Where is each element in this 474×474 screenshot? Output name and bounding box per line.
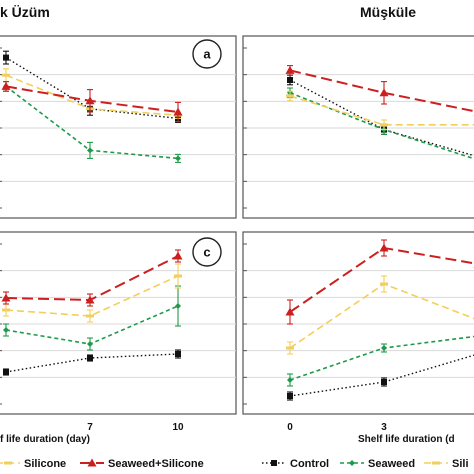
chart-title-right: Müşküle bbox=[360, 4, 417, 20]
data-point-seaweed bbox=[3, 327, 9, 333]
data-point-control bbox=[175, 351, 181, 357]
data-point-silicone bbox=[2, 308, 10, 312]
data-point-silicone bbox=[380, 123, 388, 127]
data-point-silicone bbox=[432, 461, 440, 465]
data-point-silicone bbox=[286, 346, 294, 350]
panel-letter: c bbox=[203, 245, 210, 260]
series-line-control bbox=[5, 57, 179, 120]
data-point-seaweed bbox=[175, 155, 181, 162]
data-point-control bbox=[3, 369, 9, 375]
panels-group: ac7 10 0 3 bbox=[0, 35, 474, 433]
x-axis-label-right: Shelf life duration (d bbox=[358, 434, 455, 445]
panel-frame bbox=[242, 231, 474, 415]
panel-letter: a bbox=[203, 47, 211, 62]
data-point-silicone bbox=[2, 73, 10, 77]
legend-label-seaweed: Seaweed bbox=[368, 458, 415, 470]
panel-letter-circle bbox=[192, 39, 222, 69]
data-point-seaweed_silicone bbox=[1, 293, 11, 302]
data-point-seaweed bbox=[175, 303, 181, 309]
data-point-seaweed bbox=[287, 377, 293, 383]
data-point-seaweed_silicone bbox=[85, 295, 95, 304]
legend-item-silicone: Silicone bbox=[0, 458, 66, 470]
legend-label-seaweed_silicone: Seaweed+Silicone bbox=[108, 458, 204, 470]
series-group bbox=[1, 50, 183, 163]
data-point-seaweed_silicone bbox=[285, 65, 295, 74]
chart-panel-1: a bbox=[0, 35, 237, 219]
legend-left: Silicone Seaweed+Silicone bbox=[0, 458, 204, 470]
chart-title-left: k Üzüm bbox=[0, 4, 50, 20]
data-point-seaweed_silicone bbox=[379, 243, 389, 252]
legend-item-control: Control bbox=[262, 458, 329, 470]
data-point-control bbox=[87, 355, 93, 361]
data-point-control bbox=[271, 460, 277, 466]
series-line-control bbox=[289, 354, 474, 397]
x-tick-label: 7 bbox=[87, 422, 93, 433]
data-point-silicone bbox=[380, 282, 388, 286]
legend-right: Control Seaweed Sili bbox=[262, 458, 469, 470]
series-line-silicone bbox=[5, 275, 179, 317]
data-point-control bbox=[381, 379, 387, 385]
data-point-control bbox=[287, 393, 293, 399]
series-group bbox=[285, 65, 474, 160]
panel-frame bbox=[0, 35, 237, 219]
data-point-seaweed bbox=[87, 147, 93, 154]
legend-label-control: Control bbox=[290, 458, 329, 470]
panel-letter-circle bbox=[192, 237, 222, 267]
data-point-control bbox=[3, 54, 9, 61]
data-point-seaweed_silicone bbox=[1, 81, 11, 90]
legend-item-seaweed: Seaweed bbox=[340, 458, 415, 470]
legend-item-silicone: Sili bbox=[424, 458, 469, 470]
data-point-silicone bbox=[4, 461, 12, 465]
series-group bbox=[1, 249, 183, 376]
data-point-seaweed_silicone bbox=[379, 88, 389, 97]
legend-label-silicone: Silicone bbox=[24, 458, 66, 470]
data-point-seaweed_silicone bbox=[85, 96, 95, 105]
chart-panel-2 bbox=[242, 35, 474, 219]
chart-panel-3: c 7 10 bbox=[0, 231, 237, 433]
data-point-seaweed_silicone bbox=[87, 458, 97, 467]
data-point-silicone bbox=[286, 94, 294, 98]
x-tick-label: 10 bbox=[172, 422, 184, 433]
panel-frame bbox=[242, 35, 474, 219]
series-line-silicone bbox=[289, 95, 474, 126]
data-point-control bbox=[287, 77, 293, 83]
series-group bbox=[285, 239, 474, 401]
legend-item-seaweed_silicone: Seaweed+Silicone bbox=[80, 458, 204, 470]
x-tick-label: 0 bbox=[287, 422, 293, 433]
data-point-seaweed_silicone bbox=[173, 107, 183, 116]
x-axis-label-left: f life duration (day) bbox=[0, 434, 90, 445]
data-point-seaweed bbox=[87, 341, 93, 347]
x-tick-label: 3 bbox=[381, 422, 387, 433]
data-point-seaweed_silicone bbox=[285, 307, 295, 316]
data-point-seaweed bbox=[349, 460, 355, 466]
data-point-seaweed_silicone bbox=[173, 251, 183, 260]
data-point-silicone bbox=[86, 314, 94, 318]
legend-label-silicone: Sili bbox=[452, 458, 469, 470]
data-point-silicone bbox=[174, 274, 182, 278]
data-point-seaweed bbox=[381, 345, 387, 351]
